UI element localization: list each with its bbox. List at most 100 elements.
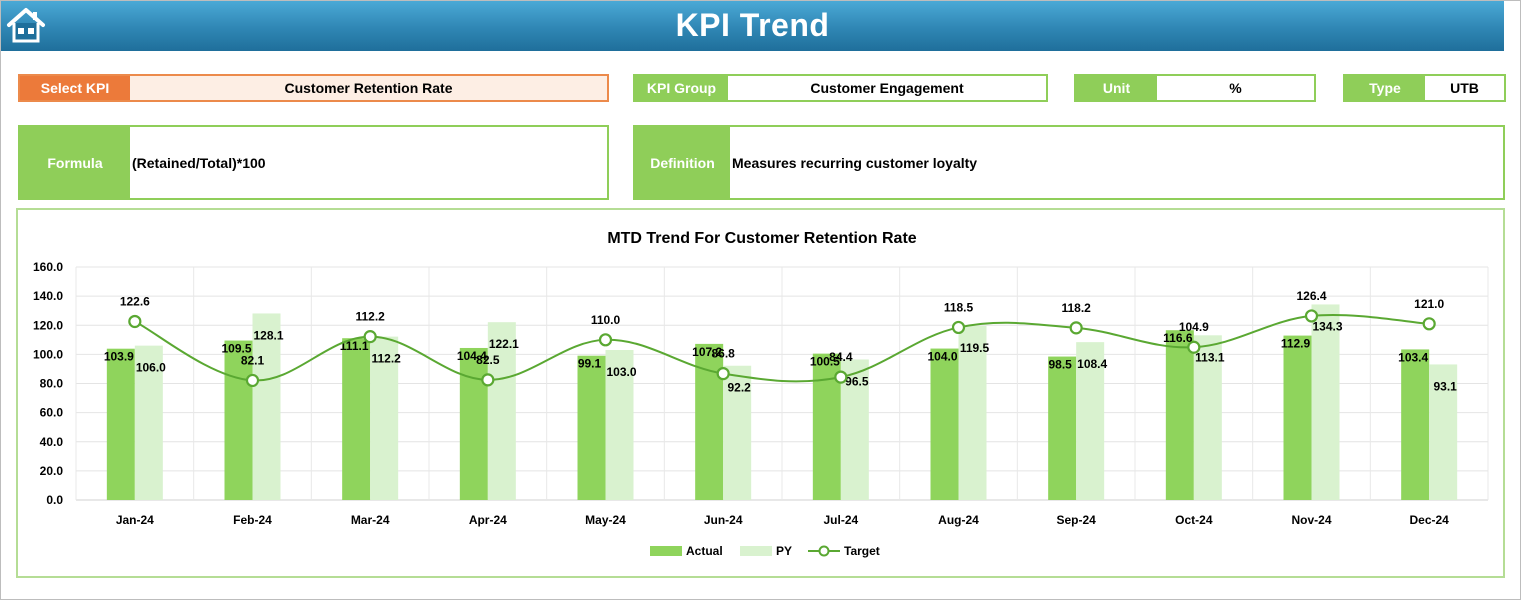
legend-label-py: PY xyxy=(776,544,792,558)
y-tick-label: 60.0 xyxy=(40,406,64,420)
y-tick-label: 120.0 xyxy=(33,318,63,332)
y-tick-label: 0.0 xyxy=(46,493,63,507)
py-bar xyxy=(370,336,399,500)
home-icon[interactable] xyxy=(5,5,47,45)
py-data-label: 134.3 xyxy=(1312,319,1342,333)
target-marker xyxy=(951,320,966,335)
chart-title: MTD Trend For Customer Retention Rate xyxy=(607,230,916,247)
definition-label: Definition xyxy=(635,127,730,198)
py-bar xyxy=(723,365,752,500)
target-marker xyxy=(128,314,142,329)
legend-marker-target xyxy=(818,545,830,557)
select-kpi-field[interactable]: Select KPI Customer Retention Rate xyxy=(18,74,609,102)
x-tick-label: Oct-24 xyxy=(1175,513,1213,527)
target-data-label: 104.9 xyxy=(1179,320,1209,334)
actual-bar xyxy=(577,355,606,500)
y-tick-label: 160.0 xyxy=(33,260,63,274)
formula-label: Formula xyxy=(20,127,130,198)
x-tick-label: Nov-24 xyxy=(1291,513,1331,527)
x-axis: Jan-24 Feb-24 Mar-24 Apr-24 May-24 Jun-24 Jul-… xyxy=(116,513,1449,527)
legend-swatch-actual xyxy=(650,546,682,556)
x-tick-label: Apr-24 xyxy=(469,513,507,527)
py-bar xyxy=(1193,335,1222,500)
actual-bar xyxy=(1283,335,1312,500)
py-bar xyxy=(1076,342,1105,500)
actual-bar xyxy=(224,340,253,500)
target-marker xyxy=(363,330,377,344)
actual-bar xyxy=(1401,349,1430,500)
x-tick-label: Feb-24 xyxy=(233,513,272,527)
actual-data-label: 116.6 xyxy=(1163,331,1193,345)
unit-label: Unit xyxy=(1076,76,1157,100)
formula-field: Formula (Retained/Total)*100 xyxy=(18,125,609,200)
target-marker xyxy=(481,373,495,387)
py-data-label: 128.1 xyxy=(253,328,283,342)
y-tick-label: 40.0 xyxy=(40,435,64,449)
target-data-label: 112.2 xyxy=(355,310,385,324)
unit-field: Unit % xyxy=(1074,74,1316,102)
target-data-label: 121.0 xyxy=(1414,297,1444,311)
target-data-label: 86.8 xyxy=(711,347,735,361)
target-data-label: 118.5 xyxy=(944,300,974,314)
legend-label-target: Target xyxy=(844,544,880,558)
actual-bar xyxy=(106,348,135,500)
target-marker xyxy=(834,370,848,384)
actual-data-label: 107.2 xyxy=(692,345,722,359)
chart-grid xyxy=(75,266,1489,501)
x-tick-label: Sep-24 xyxy=(1056,513,1096,527)
target-data-label: 84.4 xyxy=(829,350,853,364)
py-bar xyxy=(840,359,869,500)
y-tick-label: 80.0 xyxy=(40,377,64,391)
py-bar xyxy=(1311,304,1340,500)
target-marker xyxy=(598,333,613,347)
target-marker xyxy=(1069,321,1083,335)
actual-bar xyxy=(1165,330,1194,500)
target-marker xyxy=(716,366,730,381)
actual-data-label: 109.5 xyxy=(221,342,251,356)
select-kpi-dropdown[interactable]: Customer Retention Rate xyxy=(130,76,607,100)
target-data-label: 110.0 xyxy=(591,313,621,327)
py-data-label: 103.0 xyxy=(606,365,636,379)
x-tick-label: Jun-24 xyxy=(704,513,743,527)
chart-panel: MTD Trend For Customer Retention Rate 0.… xyxy=(16,208,1505,578)
actual-bar xyxy=(342,338,371,500)
select-kpi-label: Select KPI xyxy=(20,76,130,100)
target-data-label: 118.2 xyxy=(1061,301,1091,315)
type-label: Type xyxy=(1345,76,1425,100)
py-bar xyxy=(252,313,281,500)
page-header: KPI Trend xyxy=(1,1,1504,51)
py-bar xyxy=(1429,364,1458,500)
definition-field: Definition Measures recurring customer l… xyxy=(633,125,1505,200)
kpi-group-field: KPI Group Customer Engagement xyxy=(633,74,1048,102)
py-bar xyxy=(487,322,516,500)
chart-legend: Actual PY Target xyxy=(650,544,880,558)
y-tick-label: 20.0 xyxy=(40,464,64,478)
target-marker xyxy=(1422,317,1436,331)
page-title: KPI Trend xyxy=(675,7,830,43)
target-line-group: 122.6 82.1 112.2 82.5 110.0 86.8 84.4 118.5 118.… xyxy=(120,289,1445,388)
actual-data-label: 104.4 xyxy=(457,349,487,363)
y-tick-label: 100.0 xyxy=(33,347,63,361)
py-data-label: 112.2 xyxy=(371,352,401,366)
type-field: Type UTB xyxy=(1343,74,1506,102)
kpi-trend-chart: MTD Trend For Customer Retention Rate 0.… xyxy=(33,230,1489,558)
target-data-label: 82.1 xyxy=(241,353,265,367)
py-bar xyxy=(134,345,163,500)
x-tick-label: Aug-24 xyxy=(938,513,979,527)
actual-data-label: 111.1 xyxy=(340,339,369,353)
target-data-label: 82.5 xyxy=(476,353,500,367)
py-data-label: 108.4 xyxy=(1077,357,1107,371)
type-value: UTB xyxy=(1450,80,1479,96)
py-data-label: 122.1 xyxy=(489,337,519,351)
actual-data-label: 99.1 xyxy=(578,357,602,371)
actual-data-label: 112.9 xyxy=(1281,337,1311,351)
py-data-label: 106.0 xyxy=(136,361,166,375)
actual-data-label: 100.5 xyxy=(810,355,840,369)
target-marker xyxy=(1187,340,1201,354)
actual-data-label: 104.0 xyxy=(927,350,957,364)
py-data-label: 93.1 xyxy=(1433,379,1457,393)
py-data-label: 96.5 xyxy=(845,374,869,388)
kpi-group-value: Customer Engagement xyxy=(810,80,964,96)
y-tick-label: 140.0 xyxy=(33,289,63,303)
actual-bar xyxy=(1048,356,1077,500)
